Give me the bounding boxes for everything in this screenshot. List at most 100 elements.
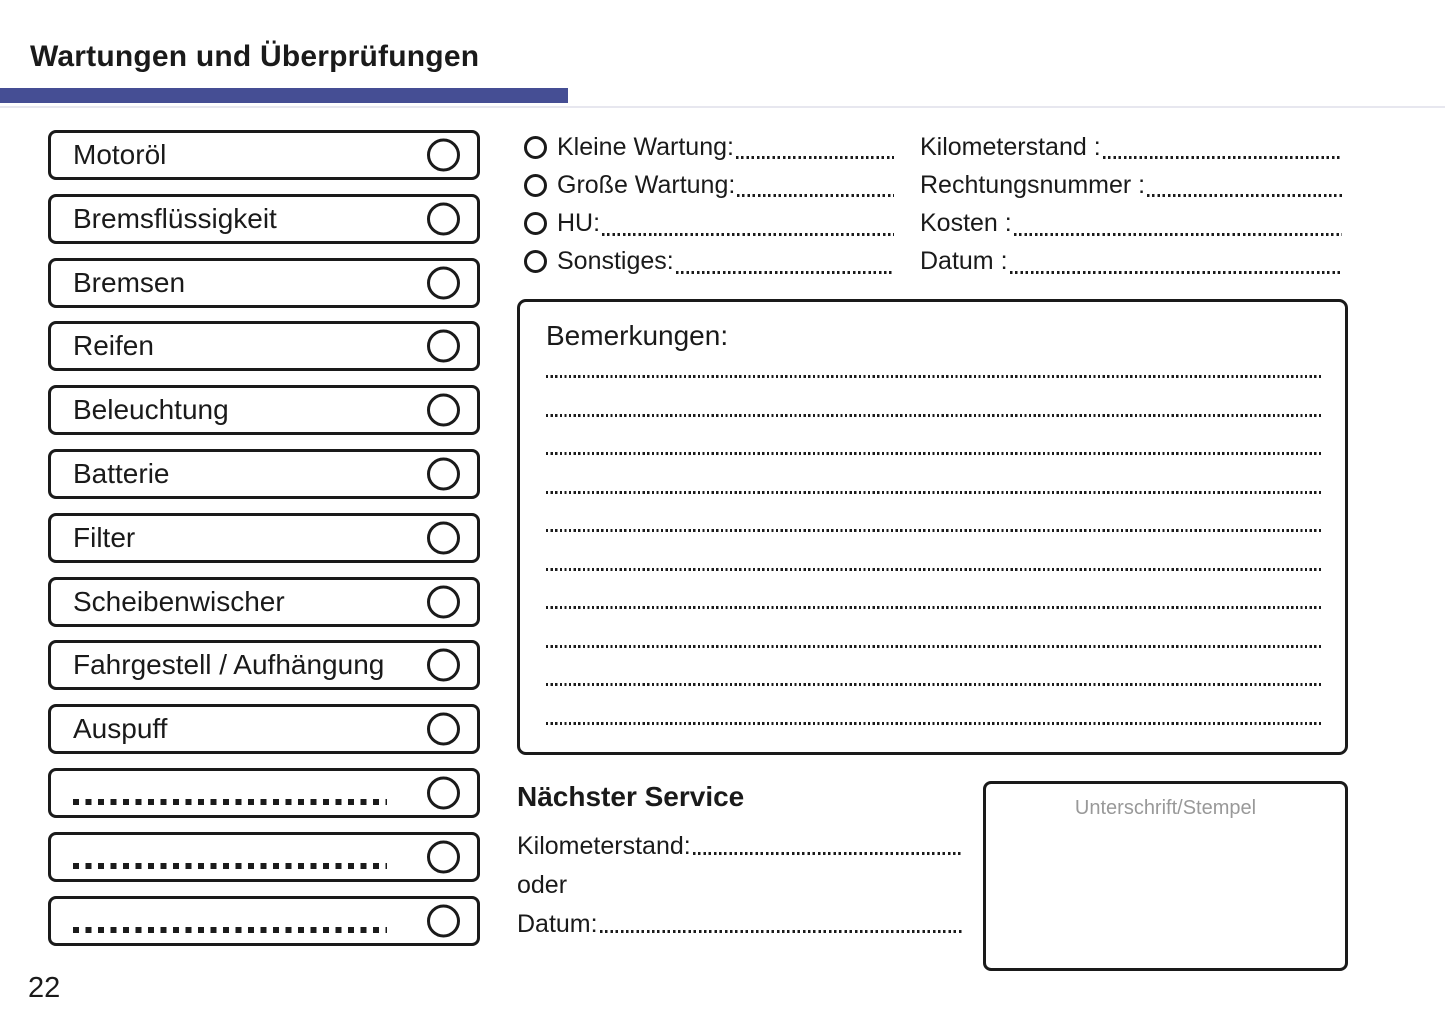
remark-line[interactable] bbox=[546, 683, 1323, 686]
next-service-title: Nächster Service bbox=[517, 781, 745, 812]
option-label: Kleine Wartung: bbox=[557, 132, 734, 161]
service-type-options: Kleine Wartung: Große Wartung: HU: Sonst… bbox=[524, 128, 894, 281]
checklist-item-fahrgestell-aufhaengung: Fahrgestell / Aufhängung bbox=[48, 640, 480, 691]
checklist-item-bremsen: Bremsen bbox=[48, 257, 480, 308]
checklist-item-label: Motoröl bbox=[73, 139, 167, 170]
field-label: Kilometerstand : bbox=[920, 132, 1101, 161]
field-datum: Datum : bbox=[920, 243, 1342, 281]
checklist-item-auspuff: Auspuff bbox=[48, 704, 480, 755]
checklist-item-label: Filter bbox=[73, 521, 136, 553]
fill-line[interactable] bbox=[599, 930, 962, 933]
checklist-item-scheibenwischer: Scheibenwischer bbox=[48, 576, 480, 627]
page-number: 22 bbox=[28, 972, 61, 1004]
or-label: oder bbox=[517, 870, 568, 899]
blank-fill-line[interactable] bbox=[73, 926, 387, 933]
fill-line[interactable] bbox=[692, 852, 962, 855]
field-label: Kosten : bbox=[920, 208, 1012, 237]
checklist-item-beleuchtung: Beleuchtung bbox=[48, 385, 480, 436]
field-label: Datum: bbox=[517, 909, 598, 938]
field-label: Rechtungsnummer : bbox=[920, 170, 1146, 199]
option-sonstiges: Sonstiges: bbox=[524, 243, 894, 281]
field-kosten: Kosten : bbox=[920, 204, 1342, 242]
checklist-item-filter: Filter bbox=[48, 512, 480, 563]
option-kleine-wartung: Kleine Wartung: bbox=[524, 128, 894, 166]
next-service-datum: Datum: bbox=[517, 908, 962, 940]
fill-line[interactable] bbox=[735, 156, 894, 160]
radio-circle[interactable] bbox=[524, 250, 547, 274]
remark-line[interactable] bbox=[546, 606, 1323, 609]
fill-line[interactable] bbox=[602, 232, 894, 236]
check-circle[interactable] bbox=[427, 712, 460, 746]
field-rechtungsnummer: Rechtungsnummer : bbox=[920, 166, 1342, 204]
remark-line[interactable] bbox=[546, 413, 1323, 417]
title-accent-bar bbox=[0, 88, 568, 103]
check-circle[interactable] bbox=[427, 840, 460, 874]
check-circle[interactable] bbox=[427, 521, 460, 555]
check-circle[interactable] bbox=[427, 138, 460, 172]
option-grosse-wartung: Große Wartung: bbox=[524, 166, 894, 204]
checklist-item-blank-1 bbox=[48, 767, 480, 818]
field-label: Datum : bbox=[920, 247, 1008, 276]
check-circle[interactable] bbox=[427, 393, 460, 427]
fill-line[interactable] bbox=[737, 194, 894, 198]
checklist-item-label: Bremsflüssigkeit bbox=[73, 202, 277, 234]
option-label: Große Wartung: bbox=[557, 170, 736, 199]
radio-circle[interactable] bbox=[524, 135, 547, 159]
signature-label: Unterschrift/Stempel bbox=[1074, 797, 1257, 819]
check-circle[interactable] bbox=[427, 904, 460, 938]
remark-line[interactable] bbox=[546, 529, 1323, 532]
check-circle[interactable] bbox=[427, 329, 460, 363]
checklist-item-label: Scheibenwischer bbox=[73, 585, 285, 617]
remark-line[interactable] bbox=[546, 452, 1323, 455]
checklist-item-bremsfluessigkeit: Bremsflüssigkeit bbox=[48, 193, 480, 244]
fill-line[interactable] bbox=[675, 270, 894, 274]
next-service-or: oder bbox=[517, 869, 962, 901]
checklist-item-batterie: Batterie bbox=[48, 448, 480, 499]
checklist-item-label: Beleuchtung bbox=[73, 394, 229, 426]
blank-fill-line[interactable] bbox=[73, 862, 387, 869]
check-circle[interactable] bbox=[427, 202, 460, 236]
field-label: Kilometerstand: bbox=[517, 831, 691, 860]
fill-line[interactable] bbox=[1147, 194, 1342, 198]
option-label: Sonstiges: bbox=[557, 247, 674, 276]
checklist-item-label: Auspuff bbox=[73, 713, 168, 745]
checklist-item-label: Fahrgestell / Aufhängung bbox=[73, 649, 385, 681]
remarks-box: Bemerkungen: bbox=[517, 299, 1348, 755]
checklist: Motoröl Bremsflüssigkeit Bremsen Reifen … bbox=[48, 130, 480, 959]
check-circle[interactable] bbox=[427, 776, 460, 810]
checklist-item-blank-2 bbox=[48, 831, 480, 882]
checklist-item-blank-3 bbox=[48, 895, 480, 946]
next-service: Nächster Service Kilometerstand: oder Da… bbox=[517, 781, 962, 947]
checklist-item-label: Bremsen bbox=[73, 266, 186, 298]
check-circle[interactable] bbox=[427, 266, 460, 300]
remark-line[interactable] bbox=[546, 375, 1323, 378]
remarks-title: Bemerkungen: bbox=[546, 320, 729, 351]
option-hu: HU: bbox=[524, 204, 894, 242]
checklist-item-label: Batterie bbox=[73, 457, 170, 489]
radio-circle[interactable] bbox=[524, 211, 547, 235]
next-service-kilometerstand: Kilometerstand: bbox=[517, 830, 962, 862]
fill-line[interactable] bbox=[1009, 270, 1342, 274]
blank-fill-line[interactable] bbox=[73, 798, 387, 805]
checklist-item-motoroel: Motoröl bbox=[48, 130, 480, 180]
checklist-item-reifen: Reifen bbox=[48, 321, 480, 372]
check-circle[interactable] bbox=[427, 457, 460, 491]
radio-circle[interactable] bbox=[524, 173, 547, 197]
check-circle[interactable] bbox=[427, 585, 460, 619]
signature-box[interactable]: Unterschrift/Stempel bbox=[983, 781, 1348, 971]
option-label: HU: bbox=[557, 208, 601, 237]
remark-line[interactable] bbox=[546, 567, 1323, 571]
service-detail-fields: Kilometerstand : Rechtungsnummer : Koste… bbox=[920, 128, 1342, 281]
remark-line[interactable] bbox=[546, 490, 1323, 494]
remark-line[interactable] bbox=[546, 644, 1323, 648]
remark-line[interactable] bbox=[546, 721, 1323, 725]
fill-line[interactable] bbox=[1013, 232, 1342, 236]
fill-line[interactable] bbox=[1102, 156, 1342, 160]
check-circle[interactable] bbox=[427, 648, 460, 682]
remarks-lines bbox=[546, 375, 1323, 760]
page-title: Wartungen und Überprüfungen bbox=[30, 40, 480, 73]
header-divider bbox=[0, 106, 1445, 108]
field-kilometerstand: Kilometerstand : bbox=[920, 128, 1342, 166]
checklist-item-label: Reifen bbox=[73, 330, 154, 362]
